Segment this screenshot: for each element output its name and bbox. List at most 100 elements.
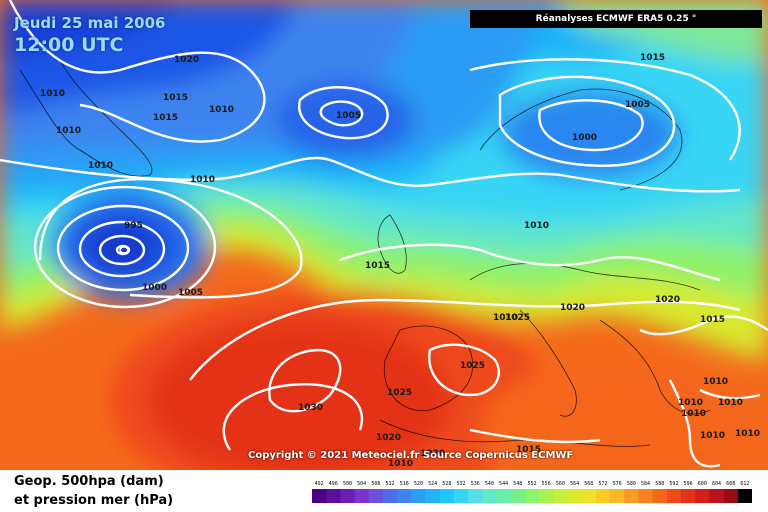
scale-tick-label: 504 <box>357 481 366 487</box>
scale-tick-label: 588 <box>655 481 664 487</box>
isobar-label: 1005 <box>625 100 650 110</box>
color-scale: 492 496 500 504 508 512 516 520 524 528 532 536 540 5… <box>312 481 752 503</box>
scale-swatch <box>340 489 355 503</box>
coastlines <box>19 59 711 447</box>
map-time: 12:00 UTC <box>14 34 124 56</box>
scale-tick-label: 592 <box>669 481 678 487</box>
scale-tick-label: 600 <box>698 481 707 487</box>
scale-tick-label: 512 <box>386 481 395 487</box>
isobar-label: 1020 <box>655 295 680 305</box>
scale-tick-label: 500 <box>343 481 352 487</box>
scale-swatch <box>610 489 625 503</box>
isobar-label: 1010 <box>703 377 728 387</box>
scale-swatch <box>666 489 682 503</box>
isobar-label: 995 <box>124 221 143 231</box>
scale-tick-label: 536 <box>471 481 480 487</box>
isobar-label: 1010 <box>681 409 706 419</box>
scale-swatch <box>453 489 469 503</box>
isobars <box>0 0 768 468</box>
scale-swatch <box>695 489 710 503</box>
isobar-label: 1010 <box>524 221 549 231</box>
scale-swatch <box>723 489 739 503</box>
scale-tick-label: 612 <box>740 481 749 487</box>
scale-swatch <box>397 489 412 503</box>
isobar-label: 1015 <box>153 113 178 123</box>
isobar-label: 1015 <box>640 53 665 63</box>
weather-map: 1010 1020 1015 1015 1010 1010 1010 1010 … <box>0 0 768 470</box>
scale-swatch <box>510 489 526 503</box>
scale-swatch <box>496 489 512 503</box>
isobar-label: 1010 <box>88 161 113 171</box>
isobar-label: 1010 <box>56 126 81 136</box>
isobar-label: 1025 <box>460 361 485 371</box>
pressure-labels: 1010 1020 1015 1015 1010 1010 1010 1010 … <box>40 53 760 469</box>
isobar-label: 1000 <box>142 283 167 293</box>
low-pressure-center-icon <box>119 246 129 254</box>
scale-swatch <box>638 489 653 503</box>
isobar-label: 1025 <box>505 313 530 323</box>
scale-swatch <box>624 489 639 503</box>
scale-swatch <box>326 489 341 503</box>
scale-tick-label: 496 <box>329 481 338 487</box>
scale-tick-label: 520 <box>414 481 423 487</box>
legend-line-pressure: et pression mer (hPa) <box>14 493 174 508</box>
isobar-label: 1010 <box>388 459 413 469</box>
isobar-label: 1010 <box>678 398 703 408</box>
scale-tick-label: 544 <box>499 481 508 487</box>
scale-swatch <box>354 489 370 503</box>
scale-tick-label: 580 <box>627 481 636 487</box>
scale-swatch <box>709 489 724 503</box>
scale-tick-label: 564 <box>570 481 579 487</box>
scale-swatch <box>312 489 327 503</box>
isobar-label: 1025 <box>387 388 412 398</box>
scale-swatch <box>539 489 554 503</box>
isobar-label: 1030 <box>298 403 323 413</box>
isobar-label: 1000 <box>572 133 597 143</box>
scale-tick-label: 492 <box>315 481 324 487</box>
scale-swatch <box>411 489 426 503</box>
isobar-label: 1010 <box>209 105 234 115</box>
scale-tick-label: 576 <box>613 481 622 487</box>
scale-swatch <box>652 489 668 503</box>
isobar-label: 1010 <box>493 313 518 323</box>
scale-tick-label: 568 <box>584 481 593 487</box>
scale-tick-label: 584 <box>641 481 650 487</box>
scale-tick-label: 548 <box>513 481 522 487</box>
scale-tick-label: 528 <box>442 481 451 487</box>
scale-tick-label: 532 <box>457 481 466 487</box>
legend-line-geopotential: Geop. 500hpa (dam) <box>14 474 164 489</box>
source-badge: Réanalyses ECMWF ERA5 0.25 ° <box>470 10 762 28</box>
isobar-label: 1015 <box>365 261 390 271</box>
scale-tick-label: 560 <box>556 481 565 487</box>
map-date: Jeudi 25 mai 2006 <box>14 14 166 32</box>
scale-tick-label: 596 <box>684 481 693 487</box>
scale-swatch <box>567 489 582 503</box>
scale-swatch <box>595 489 611 503</box>
scale-swatch <box>425 489 441 503</box>
scale-tick-label: 524 <box>428 481 437 487</box>
isobar-label: 1015 <box>700 315 725 325</box>
scale-swatch <box>681 489 696 503</box>
isobar-label: 1010 <box>190 175 215 185</box>
scale-swatch <box>382 489 398 503</box>
isobar-label: 1015 <box>516 445 541 455</box>
isobar-label: 1010 <box>700 431 725 441</box>
scale-tick-label: 552 <box>527 481 536 487</box>
isobar-label: 1015 <box>163 93 188 103</box>
scale-tick-label: 604 <box>712 481 721 487</box>
isobar-label: 1020 <box>376 433 401 443</box>
isobar-label: 1005 <box>178 288 203 298</box>
scale-tick-label: 556 <box>542 481 551 487</box>
isobar-label: 1020 <box>174 55 199 65</box>
scale-swatch <box>468 489 483 503</box>
scale-swatch <box>581 489 597 503</box>
scale-swatch <box>439 489 455 503</box>
isobar-label: 1030 <box>420 449 445 459</box>
scale-tick-label: 516 <box>400 481 409 487</box>
legend-title: Geop. 500hpa (dam) et pression mer (hPa) <box>14 472 173 510</box>
scale-swatch <box>737 489 752 503</box>
scale-swatch <box>524 489 540 503</box>
isobar-label: 1010 <box>718 398 743 408</box>
scale-swatch <box>553 489 568 503</box>
